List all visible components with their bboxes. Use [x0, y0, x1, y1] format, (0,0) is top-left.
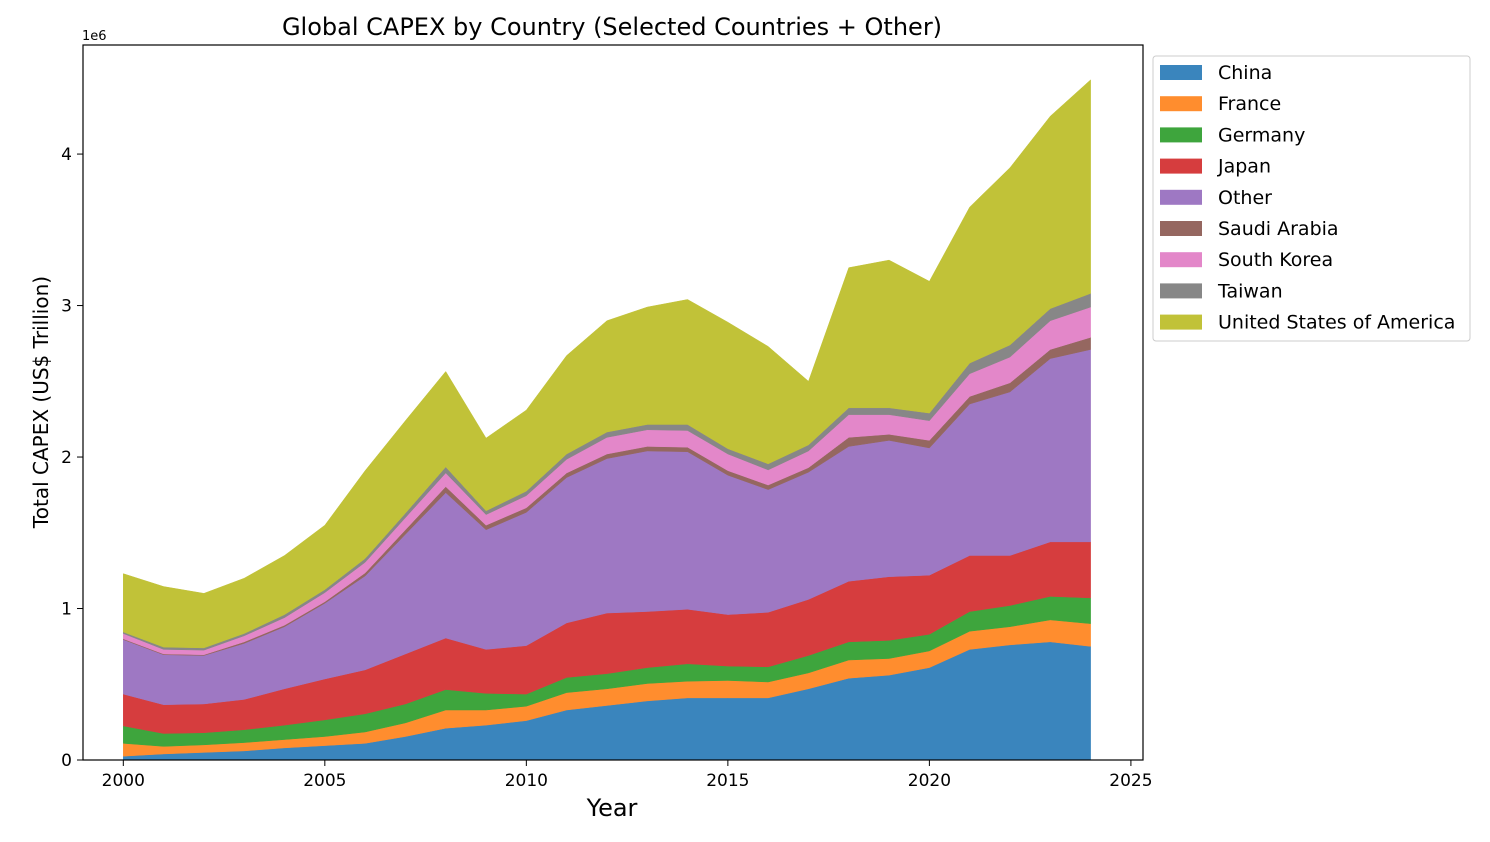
legend-label-china: China — [1218, 62, 1272, 84]
legend-swatch-germany — [1160, 127, 1202, 143]
legend-label-other: Other — [1218, 187, 1272, 209]
legend-swatch-france — [1160, 96, 1202, 112]
legend-frame — [1152, 55, 1471, 342]
legend-swatch-china — [1160, 65, 1202, 80]
chart-title: Global CAPEX by Country (Selected Countr… — [282, 13, 942, 41]
x-axis-ticks: 2000 2005 2010 2015 2020 2025 — [102, 760, 1153, 791]
legend-swatch-united-states-of-america — [1160, 314, 1202, 330]
legend-label-france: France — [1218, 93, 1281, 115]
plot-frame — [82, 44, 1144, 761]
y-tick-label: 0 — [61, 751, 72, 771]
x-tick-label: 2005 — [303, 771, 346, 791]
legend-swatch-other — [1160, 189, 1202, 205]
y-offset-label: 1e6 — [82, 29, 107, 44]
x-tick-label: 2015 — [706, 771, 749, 791]
legend-items: China France Germany Japan Other Saudi Arabia… — [1160, 62, 1455, 334]
x-tick-label: 2025 — [1109, 771, 1152, 791]
legend-label-taiwan: Taiwan — [1217, 280, 1283, 302]
legend-label-saudi-arabia: Saudi Arabia — [1218, 218, 1339, 240]
area-series-united-states-of-america — [123, 79, 1091, 649]
legend-label-united-states-of-america: United States of America — [1218, 312, 1455, 334]
legend-swatch-south-korea — [1160, 252, 1202, 268]
x-tick-label: 2010 — [505, 771, 548, 791]
x-tick-label: 2000 — [102, 771, 145, 791]
legend-label-germany: Germany — [1218, 124, 1305, 146]
legend-swatch-saudi-arabia — [1160, 221, 1202, 236]
legend-swatch-taiwan — [1160, 283, 1202, 299]
y-tick-label: 3 — [61, 297, 72, 317]
area-series-group — [123, 79, 1091, 761]
legend-label-japan: Japan — [1217, 156, 1271, 178]
y-tick-label: 1 — [61, 600, 72, 620]
legend-label-south-korea: South Korea — [1218, 249, 1333, 271]
legend: China France Germany Japan Other Saudi Arabia… — [1152, 55, 1471, 342]
y-tick-label: 4 — [61, 145, 72, 165]
legend-swatch-japan — [1160, 158, 1202, 174]
y-tick-label: 2 — [61, 448, 72, 468]
y-axis-ticks: 0 1 2 3 4 — [61, 145, 83, 771]
y-axis-label: Total CAPEX (US$ Trillion) — [29, 276, 53, 529]
x-axis-label: Year — [586, 794, 638, 822]
x-tick-label: 2020 — [908, 771, 951, 791]
